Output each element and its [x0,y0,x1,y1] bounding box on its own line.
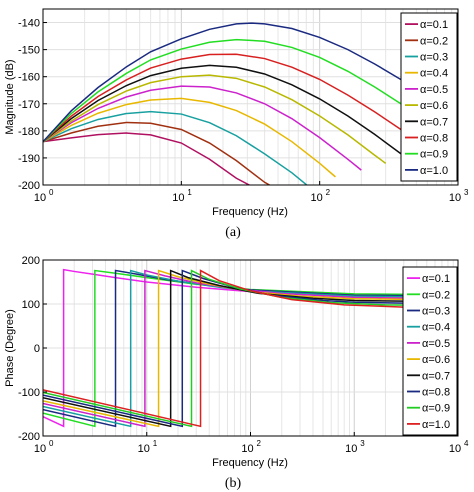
legend-label: α=0.6 [422,354,450,366]
x-tick-exponent: 0 [49,188,54,197]
legend-label: α=0.4 [420,68,448,80]
legend-label: α=0.9 [422,403,450,415]
y-tick-label: 0 [34,343,40,355]
series-line [43,74,387,164]
x-tick-exponent: 1 [153,439,158,448]
series-line [43,85,362,171]
y-tick-label: -200 [18,431,40,443]
series-a [43,22,458,185]
y-tick-label: -170 [18,99,40,111]
legend-label: α=0.3 [420,52,448,64]
series-line [43,269,458,428]
x-tick-label: 10 [138,443,150,455]
x-tick-exponent: 1 [187,188,192,197]
y-tick-label: -200 [18,180,40,192]
legend-label: α=0.6 [420,100,448,112]
legend-label: α=0.7 [422,370,450,382]
x-tick-label: 10 [345,443,357,455]
legend-label: α=0.1 [420,19,448,31]
x-tick-label: 10 [311,192,323,204]
series-line [43,97,336,178]
series-line [43,269,458,428]
series-b [43,268,458,428]
x-tick-exponent: 2 [257,439,262,448]
y-tick-label: -140 [18,18,40,30]
x-tick-label: 10 [172,192,184,204]
legend-label: α=0.1 [422,273,450,285]
legend-label: α=0.8 [420,133,448,145]
x-tick-exponent: 3 [360,439,365,448]
series-line [43,132,251,185]
y-tick-label: 100 [22,299,40,311]
xlabel-a: Frequency (Hz) [212,206,288,218]
legend-label: α=0.2 [422,289,450,301]
series-line [43,269,458,428]
x-tick-label: 10 [241,443,253,455]
x-tick-exponent: 4 [464,439,469,448]
y-tick-label: 200 [22,255,40,267]
y-tick-label: -100 [18,387,40,399]
x-tick-label: 10 [34,443,46,455]
legend-label: α=0.2 [420,35,448,47]
plot-frame-a [42,8,459,186]
legend-label: α=0.5 [420,84,448,96]
legend-label: α=0.4 [422,322,450,334]
caption-a: (a) [225,225,241,240]
legend-label: α=1.0 [422,419,450,431]
ylabel-a: Magnitude (dB) [4,59,16,134]
x-tick-label: 10 [34,192,46,204]
x-tick-label: 10 [449,443,461,455]
caption-b: (b) [225,476,242,491]
series-line [43,64,417,166]
series-line [43,269,458,428]
series-line [43,38,458,145]
ticks-a: 10 0 10 1 10 2 10 3-140-150-160-170-180-190-200 [18,18,469,204]
series-line [43,53,446,162]
xlabel-b: Frequency (Hz) [212,457,288,469]
x-tick-label: 10 [449,192,461,204]
x-tick-exponent: 3 [464,188,469,197]
y-tick-label: -190 [18,153,40,165]
series-line [43,269,458,428]
series-line [43,22,458,143]
series-line [43,269,458,428]
legend-label: α=0.3 [422,306,450,318]
series-line [43,269,458,428]
ylabel-b: Phase (Degree) [4,309,16,387]
legend-label: α=0.5 [422,338,450,350]
y-tick-label: -160 [18,72,40,84]
y-tick-label: -150 [18,45,40,57]
legend-label: α=0.8 [422,387,450,399]
legend-label: α=0.7 [420,116,448,128]
x-tick-exponent: 2 [326,188,331,197]
series-line [43,110,308,185]
series-line [43,269,458,428]
series-line [43,121,271,185]
legend-a: α=0.1 α=0.2 α=0.3 α=0.4 α=0.5 α=0.6 α=0.7 α=0.8… [400,12,458,182]
chart-a: 10 0 10 1 10 2 10 3-140-150-160-170-180-190-200… [4,8,469,240]
x-tick-exponent: 0 [49,439,54,448]
legend-b: α=0.1 α=0.2 α=0.3 α=0.4 α=0.5 α=0.6 α=0.7 α=0.8… [402,266,458,436]
legend-label: α=0.9 [420,149,448,161]
legend-label: α=1.0 [420,165,448,177]
y-tick-label: -180 [18,126,40,138]
